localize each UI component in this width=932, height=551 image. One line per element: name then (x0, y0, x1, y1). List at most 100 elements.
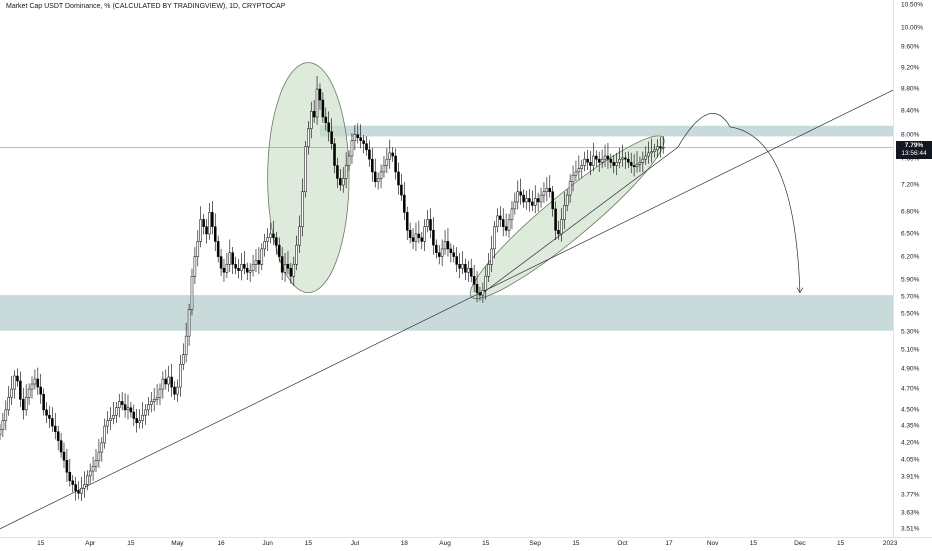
candle (240, 264, 243, 271)
candle (277, 244, 281, 257)
time-tick-label: 15 (127, 540, 135, 547)
candle (231, 252, 234, 265)
candle (158, 388, 162, 398)
candle (647, 152, 650, 157)
candle (248, 270, 252, 273)
candle (411, 237, 415, 242)
candle (481, 289, 485, 296)
candle (350, 140, 354, 157)
candle (478, 292, 482, 296)
candle (371, 158, 374, 173)
candle (609, 158, 613, 163)
price-tick-label: 6.20% (901, 253, 920, 261)
time-tick-label: Jun (262, 540, 273, 547)
candle (106, 420, 109, 427)
time-tick-label: Aug (439, 540, 451, 547)
candle (635, 163, 639, 168)
candle (504, 226, 508, 231)
candle (420, 237, 424, 242)
price-tick-label: 9.20% (901, 64, 920, 72)
candle (600, 158, 604, 163)
candle (583, 158, 586, 166)
candle (542, 191, 546, 196)
candle (379, 171, 383, 179)
candle (627, 158, 630, 163)
candle (507, 219, 511, 231)
candle (612, 162, 616, 166)
time-tick-label: Apr (85, 540, 96, 547)
zones-layer (0, 125, 894, 331)
channel-line (479, 147, 678, 296)
candle (68, 472, 72, 482)
candle (59, 440, 63, 453)
candle (443, 241, 447, 250)
candle (36, 378, 40, 388)
candle (597, 158, 601, 163)
candle (638, 162, 642, 165)
candle (199, 219, 202, 242)
time-tick-label: 15 (482, 540, 490, 547)
candle (103, 425, 106, 444)
candle (205, 226, 208, 235)
time-axis[interactable] (0, 537, 932, 551)
candle (423, 226, 426, 242)
candle (499, 215, 502, 220)
candle (376, 178, 380, 182)
candle (432, 230, 435, 246)
candle (304, 146, 307, 192)
candle (187, 309, 191, 337)
candle (487, 264, 490, 277)
candle (327, 122, 330, 132)
candle (48, 414, 51, 419)
candle (405, 212, 409, 231)
candle (516, 191, 520, 203)
time-tick-label: Oct (617, 540, 628, 547)
candle (179, 364, 182, 388)
candle (243, 264, 246, 269)
candle (656, 146, 659, 151)
candle (193, 256, 197, 277)
price-tick-label: 7.60% (901, 155, 920, 163)
candle (469, 268, 473, 277)
price-tick-label: 6.80% (901, 208, 920, 216)
price-tick-label: 4.90% (901, 365, 920, 373)
candle (528, 198, 531, 203)
candle (362, 140, 365, 144)
candle (71, 480, 74, 485)
candle (324, 116, 328, 124)
candle (344, 165, 348, 179)
candle (275, 237, 278, 246)
candle (603, 155, 607, 160)
candle (100, 442, 104, 453)
candle (373, 171, 377, 182)
price-tick-label: 9.60% (901, 43, 920, 51)
price-tick-label: 7.20% (901, 181, 920, 189)
candle (446, 241, 450, 250)
candle (138, 420, 141, 424)
candle (525, 198, 528, 203)
candle (286, 264, 290, 269)
candle (283, 264, 287, 273)
price-tick-label: 8.00% (901, 131, 920, 139)
time-tick-label: 18 (400, 540, 408, 547)
candle (13, 375, 16, 390)
candle (565, 194, 569, 206)
bar-countdown: 13:56:44 (901, 150, 927, 157)
candle (222, 268, 226, 273)
candle (493, 226, 496, 250)
price-axis[interactable] (893, 0, 932, 537)
candle (318, 88, 322, 101)
candle (644, 155, 648, 160)
candle (632, 165, 636, 168)
candle (22, 399, 25, 411)
candle (263, 241, 266, 250)
candle (464, 264, 467, 273)
candle (115, 407, 118, 416)
candle (149, 401, 153, 405)
candle (80, 488, 83, 494)
candle (51, 418, 54, 427)
candle (586, 158, 589, 163)
candle (408, 230, 412, 238)
candle (490, 248, 493, 265)
